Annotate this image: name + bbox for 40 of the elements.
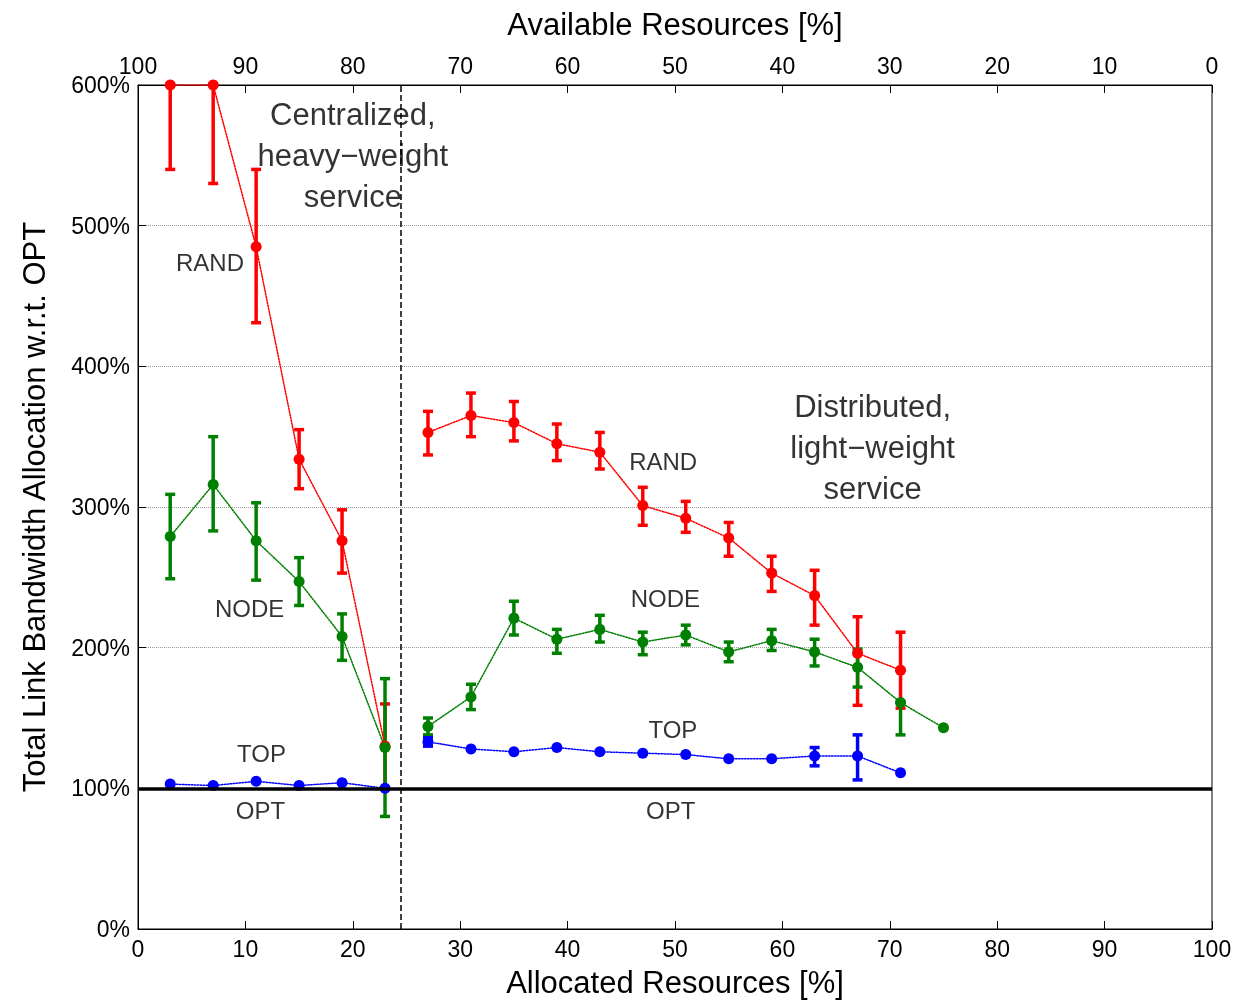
x-tick-label: 70	[877, 935, 903, 962]
x2-axis-title: Available Resources [%]	[507, 7, 843, 42]
x-tick-label: 30	[447, 935, 473, 962]
x-tick-label: 0	[131, 935, 145, 962]
x-tick-label: 20	[340, 935, 366, 962]
y-tick-label: 200%	[71, 634, 130, 661]
y-tick-label: 100%	[71, 775, 130, 802]
annotation: TOP	[648, 715, 698, 743]
y-tick-label: 0%	[96, 916, 130, 942]
annotation: RAND	[629, 448, 698, 476]
annotation: OPT	[646, 797, 696, 825]
annotation: Centralized, heavy−weight service	[257, 96, 449, 214]
annotation: NODE	[215, 594, 285, 622]
x-tick-label: 60	[769, 935, 796, 962]
x2-tick-label: 80	[340, 52, 366, 79]
x-tick-label: 90	[1091, 935, 1118, 962]
x-tick-label: 80	[984, 935, 1010, 962]
x-tick-label: 50	[662, 935, 688, 962]
x2-tick-label: 70	[447, 52, 473, 79]
annotation: RAND	[175, 248, 244, 276]
y-tick-label: 500%	[71, 212, 130, 239]
x2-tick-label: 90	[232, 52, 259, 79]
y-tick-label: 300%	[71, 494, 130, 520]
x2-tick-label: 20	[984, 52, 1010, 79]
x2-tick-label: 50	[662, 52, 688, 79]
x2-tick-label: 60	[554, 52, 581, 79]
x2-tick-label: 30	[877, 52, 903, 79]
annotation: TOP	[237, 739, 286, 767]
x2-tick-label: 40	[769, 52, 796, 79]
y-tick-label: 400%	[71, 353, 130, 380]
x-tick-label: 40	[554, 935, 581, 962]
y-axis-title: Total Link Bandwidth Allocation w.r.t. OPT	[17, 221, 52, 793]
x2-tick-label: 0	[1205, 52, 1219, 79]
x-tick-label: 100	[1192, 935, 1232, 962]
x-tick-label: 10	[232, 935, 259, 962]
annotation: Distributed, light−weight service	[790, 389, 956, 507]
x-axis-title: Allocated Resources [%]	[506, 965, 844, 1000]
annotation: OPT	[235, 797, 286, 825]
annotation: NODE	[630, 584, 701, 612]
x2-tick-label: 10	[1091, 52, 1118, 79]
